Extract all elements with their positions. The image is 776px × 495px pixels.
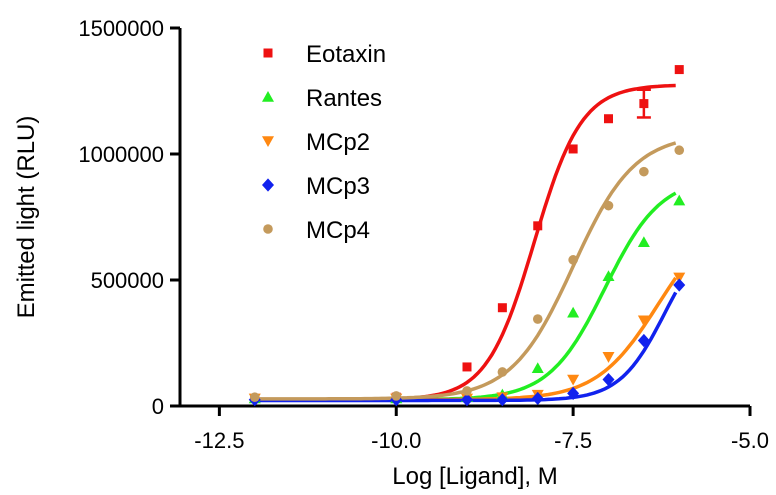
legend: Eotaxin Rantes MCp2 MCp3 MCp4 [262,41,386,244]
rantes-data-point [673,194,686,206]
eotaxin-data-point [462,362,472,372]
y-tick-label: 0 [152,394,164,419]
mcp3-data-point [496,393,509,407]
mcp4-data-point [391,391,402,401]
mcp3-data-point [567,386,580,400]
eotaxin-data-point [497,303,507,313]
eotaxin-data-point [533,221,543,231]
rantes-legend-marker [262,91,274,102]
y-axis-title: Emitted light (RLU) [13,116,40,319]
mcp4-data-point [249,392,260,402]
mcp4-data-point [568,255,578,265]
eotaxin-data-point [674,65,684,75]
mcp3-legend-label: MCp3 [306,173,370,200]
mcp2-data-point [673,272,686,284]
mcp2-legend-label: MCp2 [306,129,370,156]
rantes-data-point [637,236,650,247]
axes [178,28,750,408]
mcp4-data-point [639,166,649,177]
eotaxin-data-point [568,144,578,154]
x-tick-label: -7.5 [554,428,592,453]
mcp3-legend-marker [262,178,274,192]
rantes-data-point [531,362,544,373]
mcp2-legend-marker [262,136,274,147]
x-tick-label: -12.5 [194,428,244,453]
eotaxin-legend-label: Eotaxin [306,41,386,68]
mcp2-data-point [567,374,580,386]
mcp3-data-point [531,391,544,406]
x-axis-title: Log [Ligand], M [392,463,557,490]
mcp3-data-point [673,278,686,292]
rantes-data-point [602,270,615,282]
mcp4-data-point [532,314,543,324]
mcp3-data-point [602,372,615,387]
rantes-data-point [567,306,580,318]
mcp2-data-point [637,315,650,327]
eotaxin-data-point [604,114,613,124]
mcp3-data-point [461,393,473,407]
mcp4-data-point [497,367,508,377]
x-tick-label: -5.0 [731,428,769,453]
mcp4-data-point [674,145,685,156]
mcp2-data-point [602,352,615,363]
y-tick-label: 500000 [91,268,164,293]
mcp4-legend-marker [263,224,273,234]
mcp4-data-point [603,200,614,211]
eotaxin-data-point [639,99,649,109]
mcp3-data-point [637,333,650,348]
mcp4-data-point [462,386,472,396]
rantes-legend-label: Rantes [306,85,382,112]
x-tick-label: -10.0 [371,428,421,453]
y-tick-label: 1500000 [78,16,164,41]
eotaxin-legend-marker [263,48,273,58]
y-tick-label: 1000000 [78,142,164,167]
mcp4-legend-label: MCp4 [306,217,370,244]
